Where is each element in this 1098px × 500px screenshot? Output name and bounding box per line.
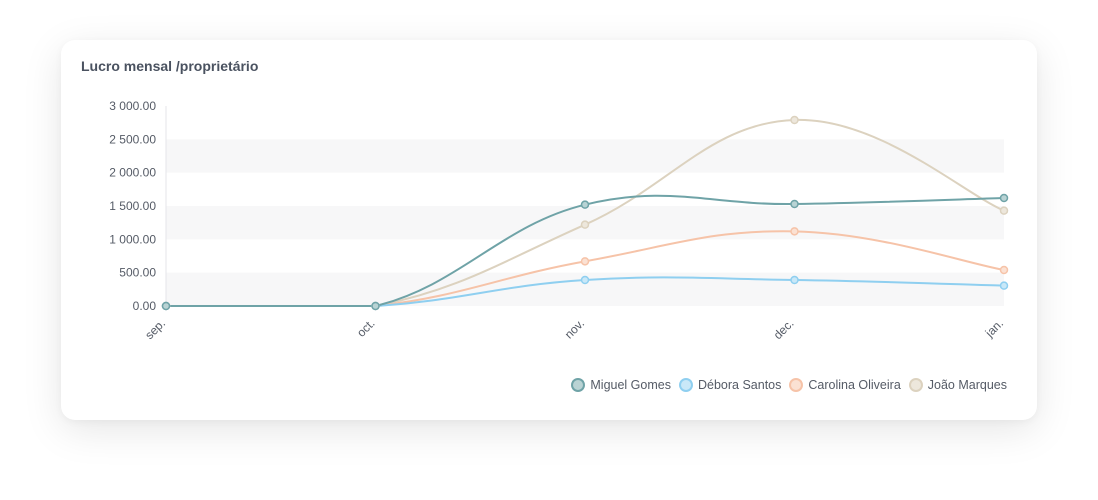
x-tick-label: oct. xyxy=(354,316,378,340)
y-tick-label: 0.00 xyxy=(133,299,157,313)
legend-item-miguel-gomes[interactable]: Miguel Gomes xyxy=(571,378,671,392)
data-point-carolina-oliveira[interactable] xyxy=(580,257,590,266)
x-tick-label: dec. xyxy=(771,316,797,342)
legend-swatch xyxy=(789,378,804,392)
line-chart: 0.00 500.00 1 000.00 1 500.00 2 000.00 2 500.… xyxy=(109,99,1009,342)
legend-swatch xyxy=(678,378,693,392)
legend-label: Débora Santos xyxy=(697,378,782,392)
data-point-debora-santos[interactable] xyxy=(580,275,590,285)
y-tick-label: 1 500.00 xyxy=(109,199,156,213)
data-point-miguel-gomes[interactable] xyxy=(161,301,171,311)
y-tick-label: 1 000.00 xyxy=(109,232,156,246)
legend-label: Carolina Oliveira xyxy=(808,378,901,392)
data-point-debora-santos[interactable] xyxy=(999,281,1009,290)
legend-label: João Marques xyxy=(927,378,1007,392)
grid-band xyxy=(166,139,1004,173)
legend-swatch xyxy=(571,378,586,392)
x-tick-label: nov. xyxy=(562,316,587,341)
legend-item-debora-santos[interactable]: Débora Santos xyxy=(678,378,782,392)
legend-item-joao-marques[interactable]: João Marques xyxy=(908,378,1007,392)
legend-label: Miguel Gomes xyxy=(590,378,671,392)
y-tick-label: 3 000.00 xyxy=(109,99,156,113)
chart-card: Lucro mensal /proprietário 0.00 500.00 1 0… xyxy=(61,40,1037,420)
data-point-joao-marques[interactable] xyxy=(580,220,590,229)
data-point-miguel-gomes[interactable] xyxy=(790,199,799,209)
data-point-miguel-gomes[interactable] xyxy=(371,301,380,311)
x-tick-label: sep. xyxy=(142,316,168,342)
x-tick-label: jan. xyxy=(982,316,1006,340)
legend-swatch xyxy=(908,378,923,392)
legend-item-carolina-oliveira[interactable]: Carolina Oliveira xyxy=(789,378,901,392)
data-point-carolina-oliveira[interactable] xyxy=(999,265,1009,275)
chart-legend: Miguel Gomes Débora Santos Carolina Olivei… xyxy=(571,378,1007,392)
data-point-joao-marques[interactable] xyxy=(999,206,1009,215)
y-tick-label: 2 500.00 xyxy=(109,132,156,146)
card-title: Lucro mensal /proprietário xyxy=(81,58,259,74)
data-point-joao-marques[interactable] xyxy=(790,115,799,125)
data-point-debora-santos[interactable] xyxy=(790,275,799,285)
data-point-miguel-gomes[interactable] xyxy=(580,200,590,209)
y-tick-label: 2 000.00 xyxy=(109,166,156,180)
y-tick-label: 500.00 xyxy=(119,266,156,280)
data-point-miguel-gomes[interactable] xyxy=(999,193,1009,203)
data-point-carolina-oliveira[interactable] xyxy=(790,227,799,236)
